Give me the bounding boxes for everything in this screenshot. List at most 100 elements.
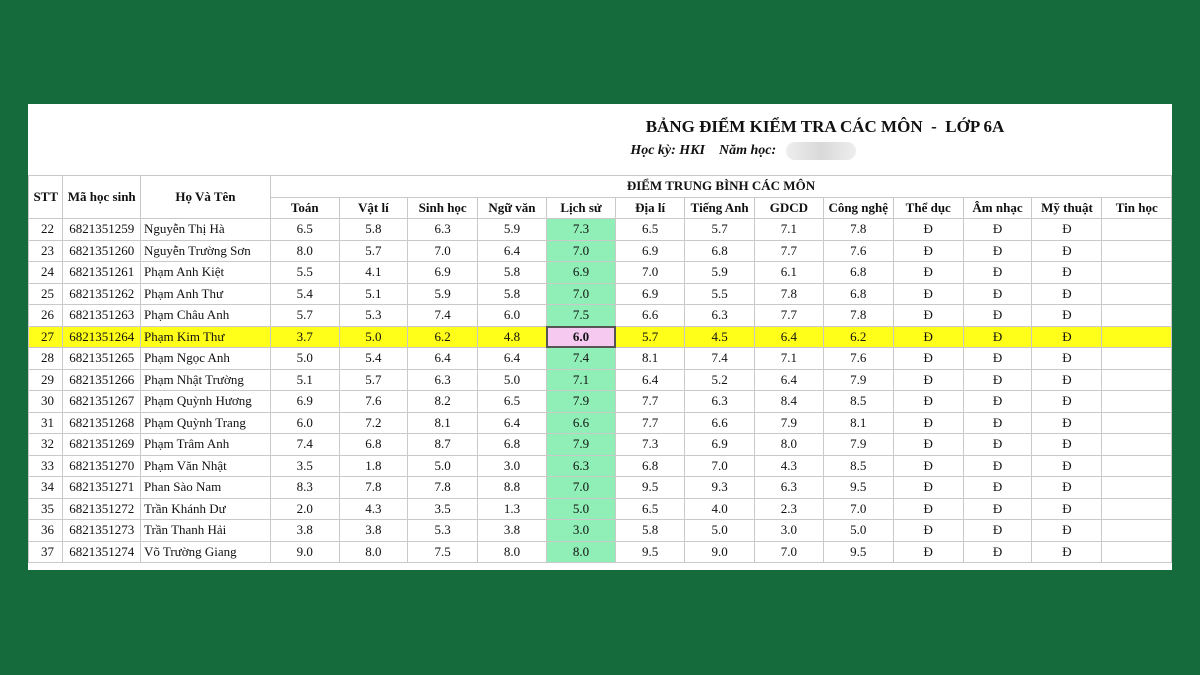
cell-score[interactable]: 6.5 (615, 218, 685, 241)
cell-score[interactable]: 7.6 (822, 347, 894, 370)
cell-score[interactable] (1101, 497, 1172, 520)
cell-score[interactable]: 5.2 (683, 368, 756, 391)
cell-score[interactable]: 6.5 (615, 497, 685, 520)
cell-student-id[interactable]: 6821351274 (62, 540, 141, 563)
cell-score[interactable]: 6.8 (683, 239, 756, 262)
cell-student-name[interactable]: Phạm Quỳnh Trang (139, 411, 271, 434)
cell-score[interactable]: 5.1 (338, 282, 409, 305)
cell-score[interactable] (1101, 433, 1172, 456)
cell-score[interactable]: 6.6 (615, 304, 685, 327)
cell-student-id[interactable]: 6821351270 (62, 454, 141, 477)
cell-score[interactable]: 6.2 (407, 325, 479, 348)
cell-score[interactable]: 8.1 (407, 411, 479, 434)
cell-score[interactable]: 7.7 (754, 239, 824, 262)
cell-score[interactable]: 2.0 (269, 497, 340, 520)
cell-score[interactable]: 4.0 (683, 497, 756, 520)
cell-score[interactable]: 7.3 (615, 433, 685, 456)
cell-score[interactable]: 6.3 (683, 304, 756, 327)
cell-student-name[interactable]: Phạm Châu Anh (139, 304, 271, 327)
cell-score[interactable]: 5.0 (269, 347, 340, 370)
cell-score[interactable]: 6.9 (545, 261, 617, 284)
cell-score[interactable]: 6.4 (615, 368, 685, 391)
cell-student-id[interactable]: 6821351265 (62, 347, 141, 370)
cell-stt[interactable]: 36 (28, 519, 64, 542)
cell-score[interactable]: 6.5 (477, 390, 547, 413)
cell-student-name[interactable]: Phạm Trâm Anh (139, 433, 271, 456)
cell-score[interactable]: Đ (1031, 390, 1103, 413)
cell-score[interactable]: 5.3 (338, 304, 409, 327)
cell-stt[interactable]: 30 (28, 390, 64, 413)
cell-score[interactable]: 8.7 (407, 433, 479, 456)
cell-score[interactable] (1101, 261, 1172, 284)
cell-score[interactable]: Đ (1031, 540, 1103, 563)
cell-score[interactable]: 7.1 (754, 347, 824, 370)
cell-score[interactable]: 2.3 (754, 497, 824, 520)
cell-student-name[interactable]: Võ Trường Giang (139, 540, 271, 563)
cell-score[interactable]: 7.0 (822, 497, 894, 520)
cell-score[interactable]: 7.5 (407, 540, 479, 563)
header-full-name[interactable]: Họ Và Tên (139, 175, 271, 219)
cell-score[interactable]: 5.8 (477, 261, 547, 284)
cell-score[interactable]: 4.3 (754, 454, 824, 477)
cell-score[interactable]: Đ (892, 411, 964, 434)
cell-student-id[interactable]: 6821351266 (62, 368, 141, 391)
cell-score[interactable]: 7.4 (407, 304, 479, 327)
header-subject[interactable]: Lịch sử (545, 196, 617, 219)
cell-score[interactable]: 8.1 (615, 347, 685, 370)
cell-score[interactable]: 5.7 (269, 304, 340, 327)
cell-score[interactable]: 6.8 (822, 261, 894, 284)
cell-score[interactable]: 3.8 (477, 519, 547, 542)
cell-score[interactable]: 8.5 (822, 454, 894, 477)
cell-score[interactable]: 6.5 (269, 218, 340, 241)
cell-score[interactable]: 8.0 (338, 540, 409, 563)
cell-score[interactable]: 6.9 (407, 261, 479, 284)
header-subject[interactable]: Sinh học (407, 196, 479, 219)
cell-score[interactable]: 8.3 (269, 476, 340, 499)
cell-score[interactable]: 8.0 (269, 239, 340, 262)
cell-score[interactable]: 7.8 (822, 218, 894, 241)
cell-score[interactable]: 7.0 (407, 239, 479, 262)
cell-score[interactable]: Đ (962, 454, 1033, 477)
cell-score[interactable] (1101, 368, 1172, 391)
cell-score[interactable]: 6.9 (269, 390, 340, 413)
cell-score[interactable]: 6.4 (477, 411, 547, 434)
cell-score[interactable]: 6.8 (615, 454, 685, 477)
cell-stt[interactable]: 31 (28, 411, 64, 434)
cell-score[interactable]: Đ (1031, 497, 1103, 520)
cell-stt[interactable]: 27 (28, 325, 64, 348)
cell-student-id[interactable]: 6821351264 (62, 325, 141, 348)
cell-score[interactable]: 6.8 (338, 433, 409, 456)
cell-score[interactable]: 5.7 (683, 218, 756, 241)
cell-score[interactable]: 8.0 (754, 433, 824, 456)
cell-score[interactable]: 7.0 (683, 454, 756, 477)
cell-score[interactable]: 8.0 (545, 540, 617, 563)
cell-score[interactable]: 7.6 (822, 239, 894, 262)
cell-student-id[interactable]: 6821351267 (62, 390, 141, 413)
cell-score[interactable]: 7.0 (545, 476, 617, 499)
cell-score[interactable]: Đ (892, 368, 964, 391)
cell-score[interactable]: 7.9 (822, 368, 894, 391)
cell-score[interactable]: 7.4 (269, 433, 340, 456)
cell-score[interactable]: 8.8 (477, 476, 547, 499)
cell-score[interactable]: 3.0 (754, 519, 824, 542)
cell-score[interactable]: 3.7 (269, 325, 340, 348)
cell-student-name[interactable]: Phạm Anh Thư (139, 282, 271, 305)
cell-score[interactable]: 9.5 (615, 476, 685, 499)
cell-score[interactable]: 5.9 (477, 218, 547, 241)
cell-score[interactable]: Đ (1031, 519, 1103, 542)
cell-score[interactable]: Đ (892, 218, 964, 241)
header-subject[interactable]: Âm nhạc (962, 196, 1033, 219)
cell-score[interactable]: 3.0 (477, 454, 547, 477)
cell-score[interactable]: Đ (892, 519, 964, 542)
cell-score[interactable] (1101, 282, 1172, 305)
cell-score[interactable]: 5.7 (338, 368, 409, 391)
header-subject[interactable]: Tin học (1101, 196, 1172, 219)
cell-stt[interactable]: 24 (28, 261, 64, 284)
cell-score[interactable]: 9.0 (683, 540, 756, 563)
cell-score[interactable]: 7.4 (545, 347, 617, 370)
cell-score[interactable]: Đ (1031, 239, 1103, 262)
cell-student-name[interactable]: Trần Thanh Hải (139, 519, 271, 542)
cell-score[interactable] (1101, 540, 1172, 563)
cell-score[interactable]: 7.7 (615, 411, 685, 434)
cell-score[interactable]: 9.0 (269, 540, 340, 563)
